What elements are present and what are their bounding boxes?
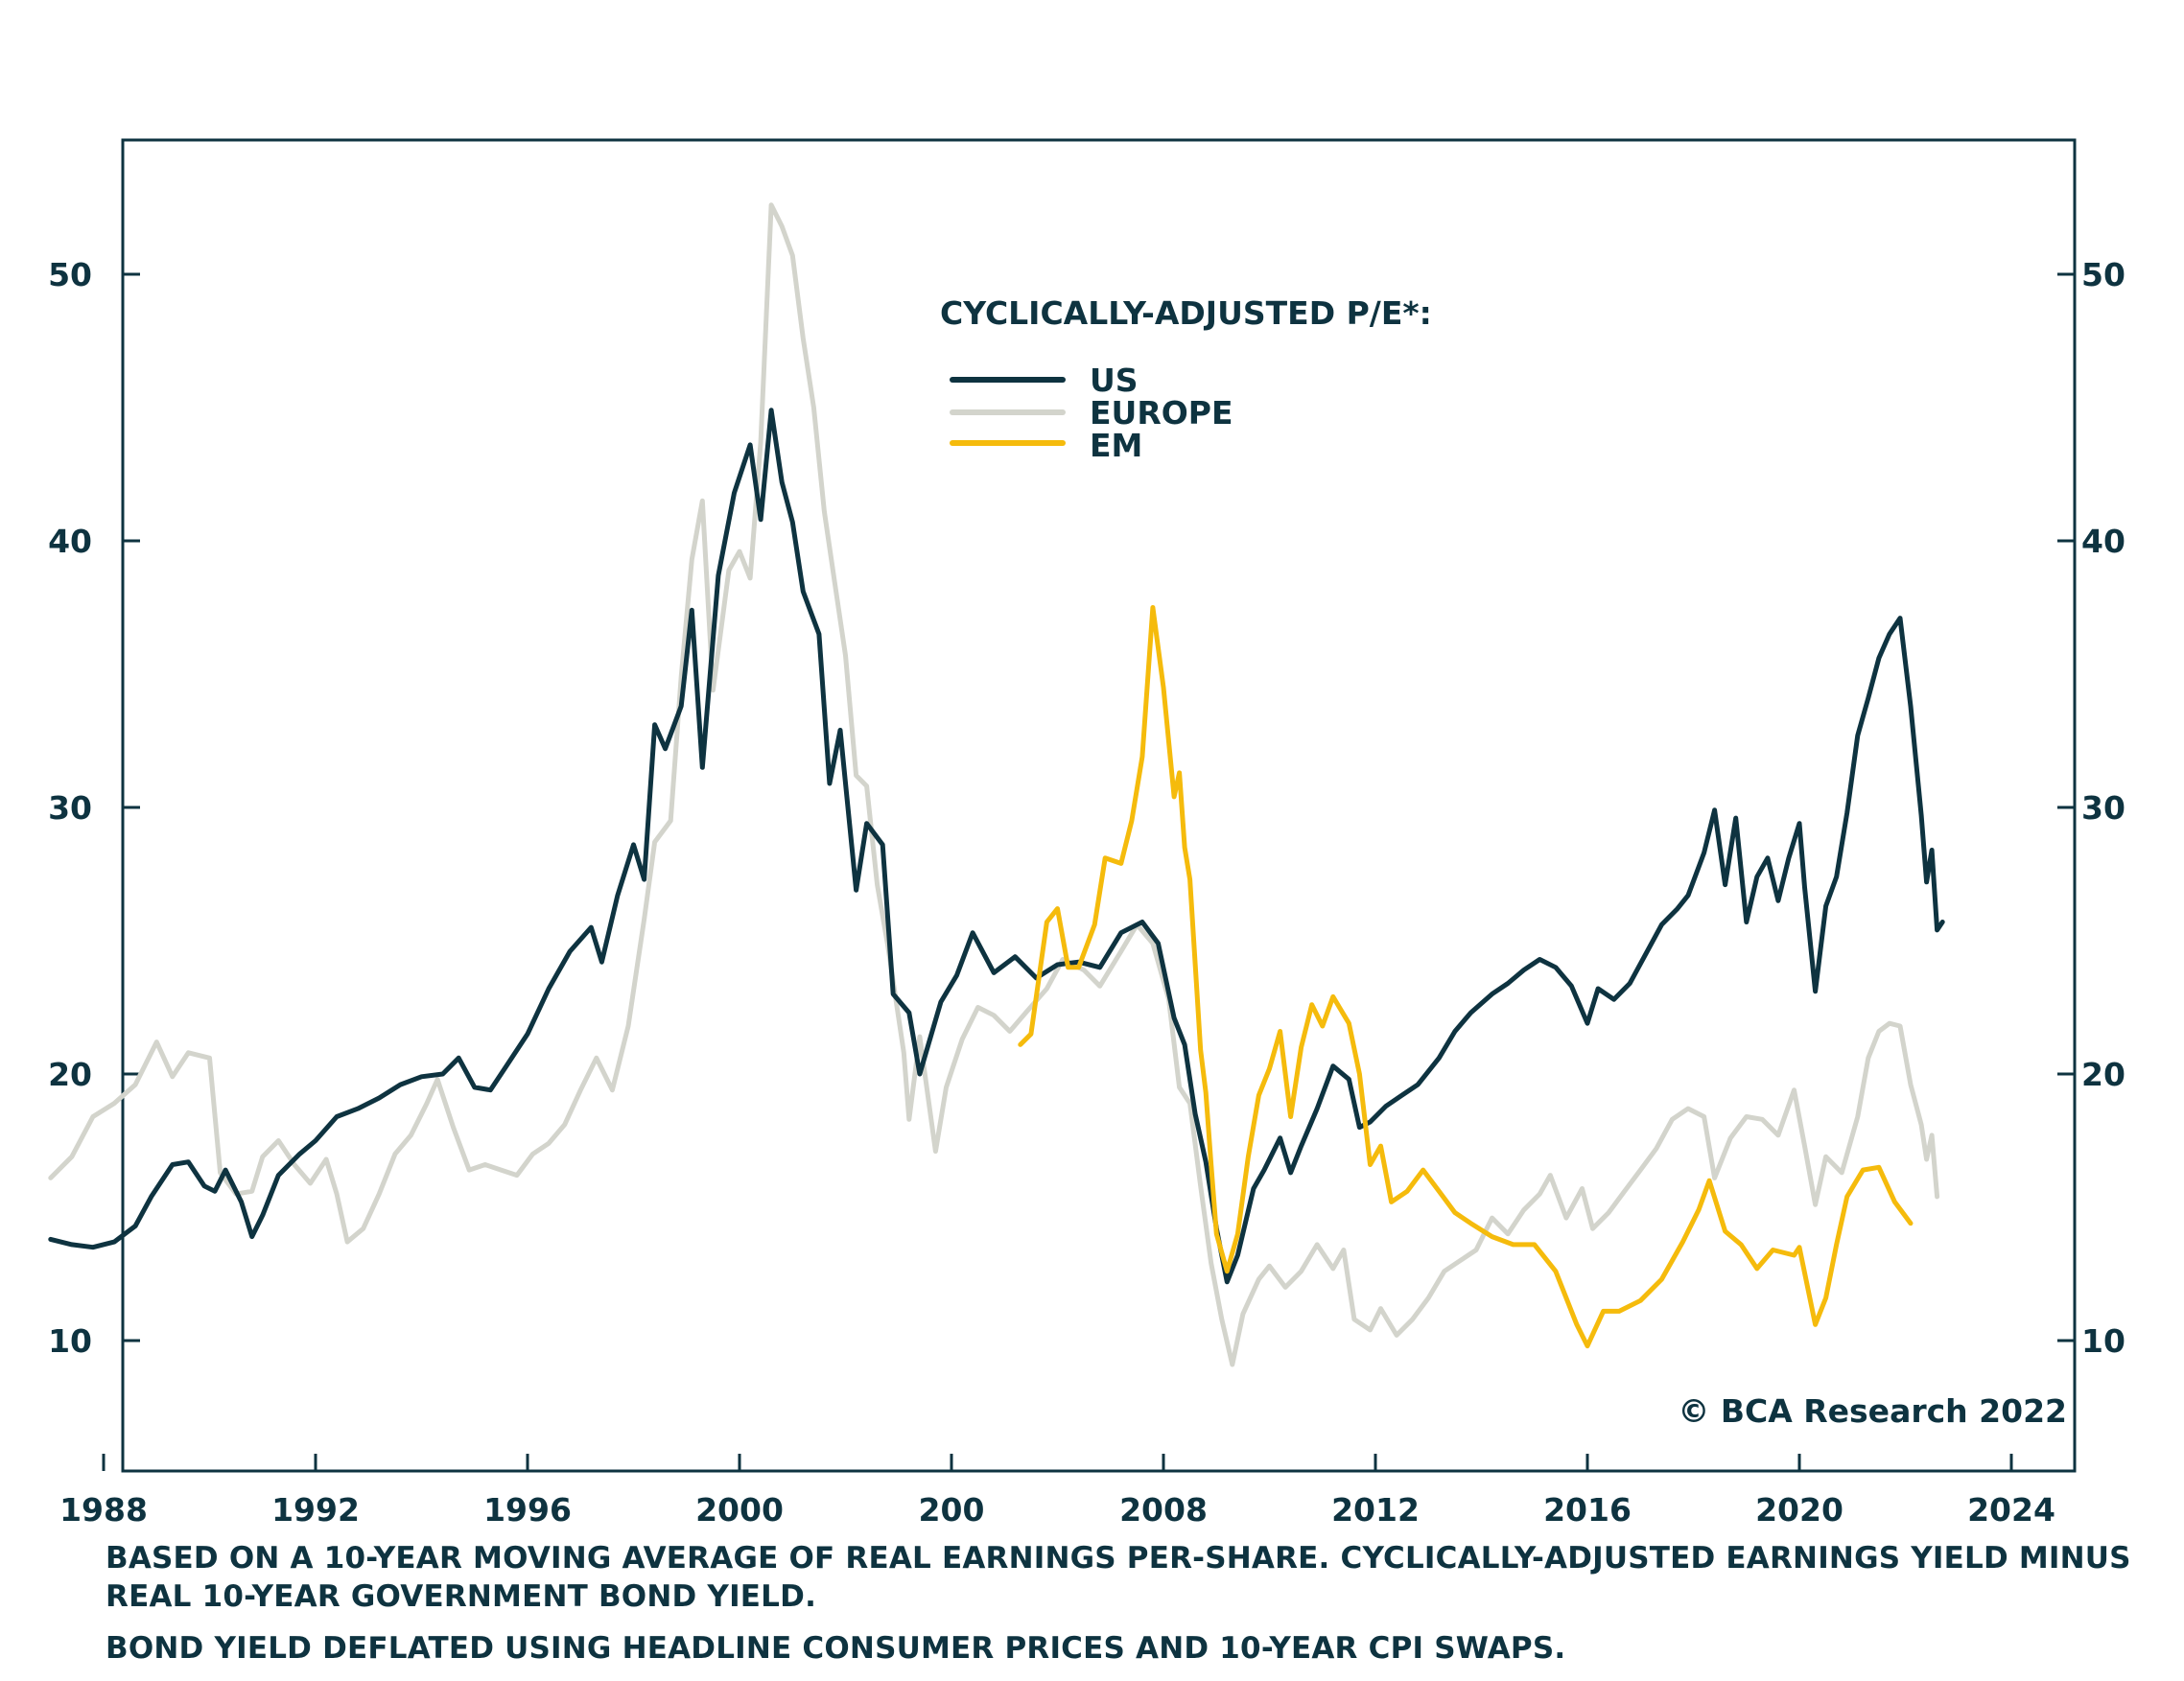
- y-tick-label-left-50: 50: [48, 256, 92, 293]
- legend: CYCLICALLY-ADJUSTED P/E*: US EUROPE EM: [940, 294, 1432, 464]
- legend-title: CYCLICALLY-ADJUSTED P/E*:: [940, 294, 1432, 332]
- y-tick-label-left-40: 40: [48, 523, 92, 560]
- x-tick-label-2008: 2008: [1119, 1491, 1208, 1529]
- y-tick-label-left-10: 10: [48, 1322, 92, 1360]
- series-line-us: [48, 408, 1945, 1285]
- copyright-notice: © BCA Research 2022: [1678, 1392, 2067, 1430]
- footnote-1: BASED ON A 10-YEAR MOVING AVERAGE OF REA…: [106, 1541, 2131, 1614]
- y-tick-label-left-30: 30: [48, 789, 92, 827]
- y-tick-label-right-50: 50: [2081, 256, 2125, 293]
- x-tick-label-1992: 1992: [271, 1491, 360, 1529]
- y-tick-label-right-30: 30: [2081, 789, 2125, 827]
- footnote-2: BOND YIELD DEFLATED USING HEADLINE CONSU…: [106, 1631, 1566, 1666]
- y-tick-label-right-20: 20: [2081, 1056, 2125, 1093]
- x-tick-label-2024: 2024: [1967, 1491, 2055, 1529]
- x-axis: 1988 1992 1996 2000 200 2008 2012 2016 2020 2024: [59, 1454, 2055, 1529]
- x-tick-label-2012: 2012: [1331, 1491, 1420, 1529]
- legend-label-us: US: [1090, 362, 1139, 399]
- footnotes: BASED ON A 10-YEAR MOVING AVERAGE OF REA…: [106, 1539, 2158, 1681]
- legend-label-em: EM: [1090, 427, 1142, 464]
- x-tick-label-1996: 1996: [483, 1491, 572, 1529]
- series-line-em: [1018, 605, 1914, 1349]
- y-tick-label-right-10: 10: [2081, 1322, 2125, 1360]
- y-tick-label-right-40: 40: [2081, 523, 2125, 560]
- legend-label-europe: EUROPE: [1090, 394, 1233, 432]
- series-line-europe: [48, 202, 1940, 1367]
- x-tick-label-2020: 2020: [1755, 1491, 1843, 1529]
- x-tick-label-2016: 2016: [1543, 1491, 1632, 1529]
- x-tick-label-1988: 1988: [59, 1491, 148, 1529]
- x-tick-label-2000: 2000: [695, 1491, 784, 1529]
- y-tick-label-left-20: 20: [48, 1056, 92, 1093]
- x-tick-label-2004: 200: [919, 1491, 985, 1529]
- y-axis: 10 10 20 20 30 30 40 40 50 50: [48, 256, 2125, 1360]
- series-layer: [48, 202, 1945, 1367]
- plot-frame: [121, 138, 2077, 1473]
